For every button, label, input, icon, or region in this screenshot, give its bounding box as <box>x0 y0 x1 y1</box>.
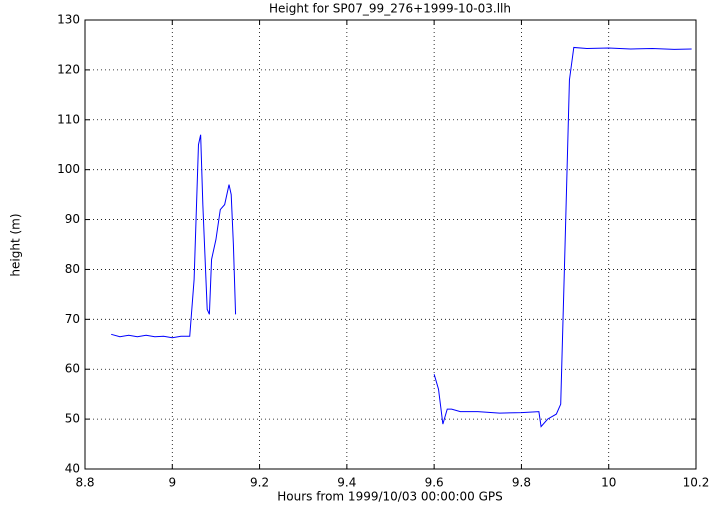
x-tick-label: 10.2 <box>683 476 710 490</box>
y-tick-label: 130 <box>57 13 80 27</box>
y-tick-label: 100 <box>57 162 80 176</box>
y-tick-label: 90 <box>65 212 80 226</box>
y-tick-label: 110 <box>57 112 80 126</box>
x-tick-label: 10 <box>601 476 616 490</box>
y-tick-label: 40 <box>65 462 80 476</box>
y-tick-label: 120 <box>57 62 80 76</box>
plot-frame <box>84 19 697 470</box>
data-line <box>111 46 692 428</box>
x-tick-label: 8.8 <box>75 476 94 490</box>
y-axis-label: height (m) <box>9 213 23 276</box>
x-axis-label: Hours from 1999/10/03 00:00:00 GPS <box>277 490 503 504</box>
x-tick-label: 9.4 <box>337 476 356 490</box>
x-tick-label: 9 <box>168 476 176 490</box>
x-tick-label: 9.8 <box>512 476 531 490</box>
x-tick-label: 9.6 <box>425 476 444 490</box>
y-tick-label: 70 <box>65 312 80 326</box>
chart-title: Height for SP07_99_276+1999-10-03.llh <box>269 2 511 16</box>
y-tick-label: 50 <box>65 412 80 426</box>
x-tick-label: 9.2 <box>250 476 269 490</box>
y-tick-label: 80 <box>65 262 80 276</box>
y-tick-label: 60 <box>65 362 80 376</box>
